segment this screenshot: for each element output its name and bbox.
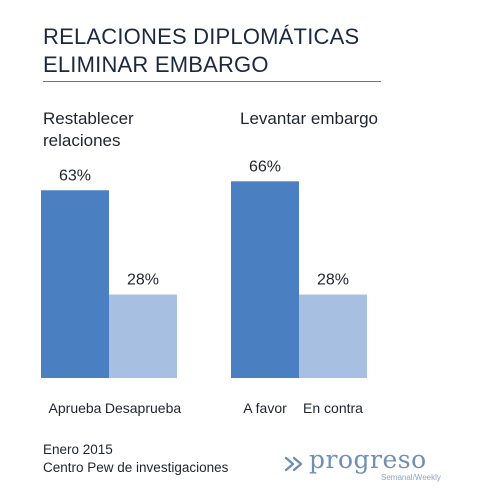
logo-subtitle: Semanal/Weekly — [381, 473, 441, 482]
category-label: A favor — [243, 400, 287, 416]
bar-aprueba — [41, 190, 109, 378]
category-label: Desaprueba — [105, 400, 181, 416]
chart-panel-0: 63% Aprueba 28% Desaprueba — [41, 167, 181, 416]
title-divider — [43, 81, 381, 82]
value-label: 66% — [249, 158, 281, 175]
category-label: Aprueba — [49, 400, 102, 416]
value-label: 63% — [59, 167, 91, 184]
source-name: Centro Pew de investigaciones — [43, 460, 229, 475]
logo-wordmark: progreso — [309, 445, 427, 474]
panel-title-levantar: Levantar embargo — [240, 109, 378, 128]
chart-panel-1: 66% A favor 28% En contra — [231, 158, 367, 416]
value-label: 28% — [317, 272, 349, 289]
bar-chart-area: 63% Aprueba 28% Desaprueba 66% A favor 28% En c… — [41, 158, 367, 416]
bar-en-contra — [299, 294, 367, 378]
panel-title-restablecer-line-2: relaciones — [43, 131, 121, 150]
category-label: En contra — [303, 400, 363, 416]
progreso-logo: progreso Semanal/Weekly — [283, 446, 443, 486]
chart-title-line-2: ELIMINAR EMBARGO — [43, 52, 269, 77]
chart-title-line-1: RELACIONES DIPLOMÁTICAS — [43, 24, 360, 49]
double-chevron-icon — [284, 456, 303, 472]
bar-desaprueba — [109, 294, 177, 378]
value-label: 28% — [127, 272, 159, 289]
panel-title-restablecer-line-1: Restablecer — [43, 109, 134, 128]
source-date: Enero 2015 — [43, 442, 113, 457]
bar-a-favor — [231, 181, 299, 378]
